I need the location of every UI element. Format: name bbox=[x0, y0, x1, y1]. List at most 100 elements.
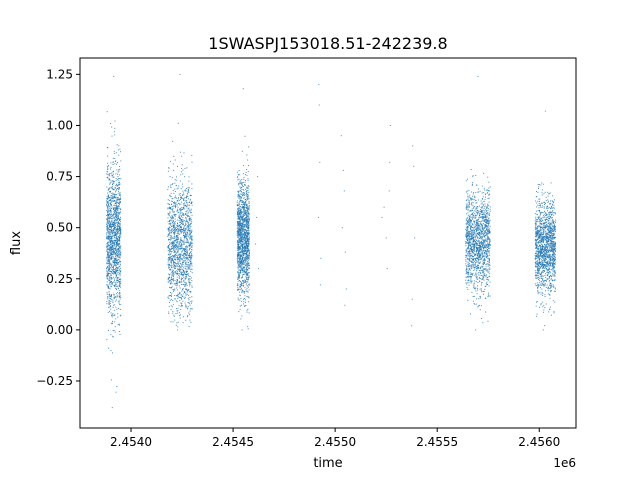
data-point bbox=[188, 205, 190, 207]
data-point bbox=[477, 191, 479, 193]
data-point bbox=[236, 260, 238, 262]
data-point bbox=[243, 267, 245, 269]
data-point bbox=[170, 259, 172, 261]
data-point bbox=[168, 207, 170, 209]
data-point bbox=[246, 207, 247, 209]
data-point bbox=[480, 221, 482, 223]
data-point bbox=[188, 236, 190, 238]
data-point bbox=[246, 290, 248, 292]
data-point bbox=[478, 234, 480, 236]
data-point bbox=[172, 269, 174, 271]
data-point bbox=[238, 221, 240, 223]
data-point bbox=[108, 251, 110, 253]
data-point bbox=[243, 207, 245, 209]
data-point bbox=[116, 267, 118, 269]
data-point bbox=[190, 260, 191, 262]
data-point bbox=[470, 267, 472, 269]
data-point bbox=[109, 202, 111, 204]
data-point bbox=[109, 280, 111, 282]
data-point bbox=[178, 185, 180, 187]
data-point bbox=[185, 273, 187, 275]
data-point bbox=[112, 233, 114, 235]
data-point bbox=[109, 200, 111, 202]
data-point bbox=[248, 213, 250, 215]
data-point bbox=[175, 282, 177, 284]
data-point bbox=[244, 249, 246, 251]
data-point bbox=[114, 243, 116, 245]
data-point bbox=[174, 230, 176, 232]
data-point bbox=[482, 260, 484, 262]
data-point bbox=[173, 274, 175, 275]
data-point bbox=[177, 232, 179, 234]
data-point bbox=[248, 216, 250, 218]
data-point bbox=[476, 234, 478, 236]
data-point bbox=[238, 249, 240, 251]
data-point bbox=[185, 269, 187, 271]
data-point bbox=[172, 215, 173, 217]
data-point bbox=[118, 288, 119, 289]
data-point bbox=[471, 184, 473, 186]
data-point bbox=[115, 288, 117, 290]
data-point bbox=[237, 209, 239, 211]
data-point bbox=[242, 264, 244, 265]
data-point bbox=[175, 249, 177, 251]
data-point bbox=[119, 279, 121, 281]
data-point bbox=[111, 236, 113, 238]
data-point bbox=[113, 276, 115, 278]
data-point bbox=[112, 242, 114, 244]
data-point bbox=[239, 280, 240, 281]
data-point bbox=[170, 216, 172, 218]
data-point bbox=[176, 241, 178, 243]
data-point bbox=[248, 224, 250, 226]
data-point bbox=[248, 284, 250, 286]
data-point bbox=[467, 195, 469, 197]
data-point bbox=[471, 204, 473, 206]
data-point bbox=[472, 214, 474, 216]
data-point bbox=[470, 228, 471, 230]
data-point bbox=[477, 240, 479, 242]
data-point bbox=[187, 308, 189, 310]
data-point bbox=[486, 270, 488, 272]
data-point bbox=[168, 267, 170, 269]
data-point bbox=[236, 200, 238, 202]
data-point bbox=[175, 243, 177, 245]
data-point bbox=[241, 211, 243, 213]
data-point bbox=[177, 241, 179, 243]
data-point bbox=[176, 257, 178, 259]
data-point bbox=[112, 192, 114, 194]
data-point bbox=[169, 195, 171, 197]
data-point bbox=[244, 269, 246, 270]
data-point bbox=[170, 269, 172, 271]
data-point bbox=[179, 258, 181, 260]
data-point bbox=[238, 264, 240, 266]
data-point bbox=[473, 244, 475, 246]
data-point bbox=[188, 187, 190, 189]
data-point bbox=[180, 197, 182, 199]
data-point bbox=[179, 217, 181, 219]
data-point bbox=[479, 296, 481, 298]
data-point bbox=[188, 215, 190, 217]
data-point bbox=[239, 199, 241, 201]
data-point bbox=[242, 241, 244, 243]
data-point bbox=[239, 246, 241, 248]
data-point bbox=[237, 245, 239, 247]
data-point bbox=[244, 210, 246, 211]
data-point bbox=[177, 247, 179, 248]
data-point bbox=[168, 214, 170, 216]
data-point bbox=[175, 300, 177, 302]
data-point bbox=[119, 235, 121, 237]
data-point bbox=[474, 196, 476, 198]
data-point bbox=[177, 228, 178, 229]
data-point bbox=[472, 230, 474, 232]
data-point bbox=[114, 242, 115, 244]
data-point bbox=[110, 300, 112, 302]
data-point bbox=[169, 230, 171, 232]
data-point bbox=[119, 308, 121, 310]
data-point bbox=[479, 256, 481, 258]
data-point bbox=[111, 271, 113, 272]
data-point bbox=[247, 245, 248, 247]
data-point bbox=[246, 194, 248, 196]
data-point bbox=[112, 246, 113, 248]
data-point bbox=[245, 247, 247, 249]
data-point bbox=[177, 250, 179, 252]
